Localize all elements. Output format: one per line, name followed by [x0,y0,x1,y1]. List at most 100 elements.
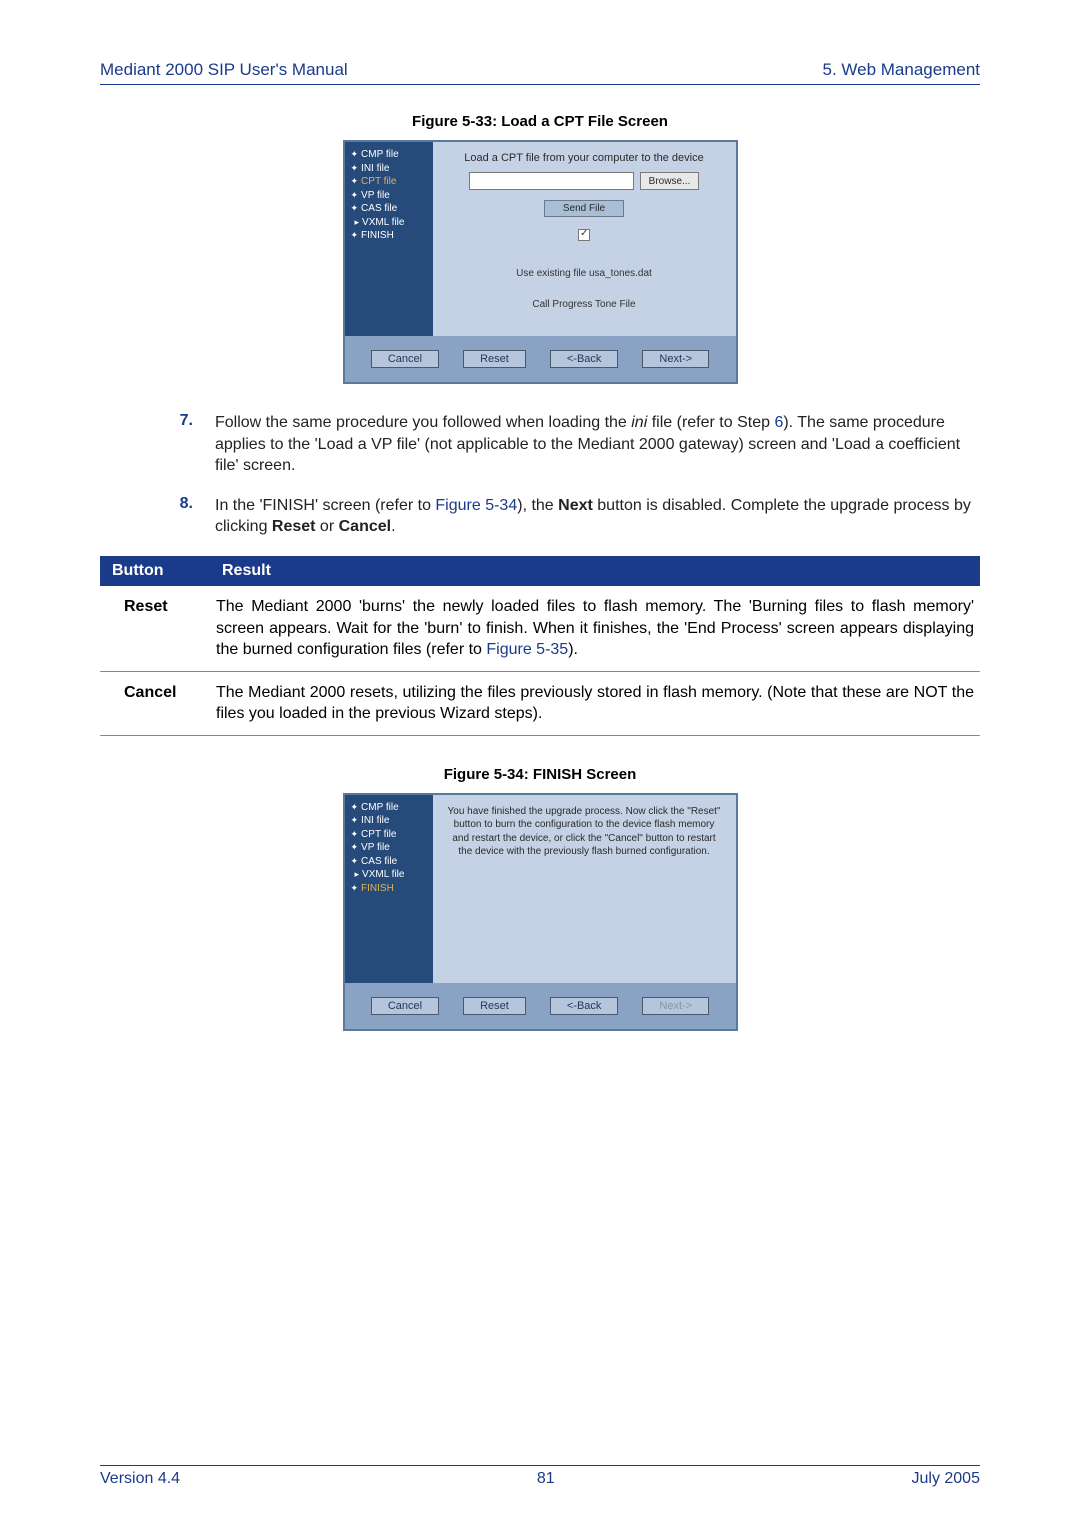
arrow-icon: ✦ [351,841,359,854]
step-item: 7. Follow the same procedure you followed… [175,412,980,477]
use-existing-label: Use existing file usa_tones.dat [443,268,726,279]
button-result-table: Button Result ResetThe Mediant 2000 'bur… [100,556,980,736]
text-span: Reset [272,518,316,535]
fig33-file-input[interactable] [469,172,634,190]
use-existing-checkbox[interactable] [578,229,590,241]
text-span: ini [631,414,647,431]
sidebar-item-label: CPT file [361,828,396,842]
fig33-screenshot: ✦CMP file✦INI file✦CPT file✦VP file✦CAS … [343,140,738,384]
arrow-icon: ▸ [355,216,360,229]
arrow-icon: ✦ [351,855,359,868]
sidebar-item[interactable]: ✦VP file [351,189,427,203]
arrow-icon: ✦ [351,801,359,814]
fig33-instruction: Load a CPT file from your computer to th… [443,152,726,164]
sidebar-item-label: VP file [361,841,390,855]
table-row: ResetThe Mediant 2000 'burns' the newly … [100,586,980,671]
th-button: Button [100,556,210,586]
sidebar-item[interactable]: ✦FINISH [351,229,427,243]
page-footer: Version 4.4 81 July 2005 [100,1465,980,1488]
step-number: 8. [175,495,193,538]
text-span: In the 'FINISH' screen (refer to [215,497,435,514]
sidebar-item-label: CPT file [361,175,396,189]
cancel-button[interactable]: Cancel [371,997,439,1015]
text-span: Next [558,497,593,514]
text-span: file (refer to Step [647,414,774,431]
send-file-button[interactable]: Send File [544,200,624,217]
sidebar-item[interactable]: ✦CPT file [351,175,427,189]
sidebar-item[interactable]: ✦VP file [351,841,427,855]
sidebar-item-label: CMP file [361,801,399,815]
sidebar-item[interactable]: ✦INI file [351,162,427,176]
step-item: 8. In the 'FINISH' screen (refer to Figur… [175,495,980,538]
page-header: Mediant 2000 SIP User's Manual 5. Web Ma… [100,60,980,85]
arrow-icon: ✦ [351,175,359,188]
sidebar-item[interactable]: ✦FINISH [351,882,427,896]
browse-button[interactable]: Browse... [640,172,700,190]
sidebar-item[interactable]: ✦CMP file [351,801,427,815]
sidebar-item-label: FINISH [361,882,394,896]
sidebar-item[interactable]: ✦CAS file [351,202,427,216]
sidebar-item[interactable]: ✦CAS file [351,855,427,869]
arrow-icon: ✦ [351,828,359,841]
step-body: In the 'FINISH' screen (refer to Figure … [215,495,980,538]
cross-ref-link: 6 [774,414,783,431]
cross-ref-link: Figure 5-34 [435,497,517,514]
text-span: Cancel [339,518,391,535]
arrow-icon: ✦ [351,229,359,242]
text-span: The Mediant 2000 resets, utilizing the f… [216,684,974,723]
sidebar-item-label: CAS file [361,202,397,216]
file-type-label: Call Progress Tone File [443,299,726,310]
steps-list: 7. Follow the same procedure you followed… [175,412,980,538]
text-span: or [315,518,338,535]
sidebar-item-label: INI file [361,162,389,176]
next-button[interactable]: Next-> [642,350,709,368]
text-span: . [391,518,395,535]
back-button[interactable]: <-Back [550,350,619,368]
fig33-caption: Figure 5-33: Load a CPT File Screen [100,113,980,130]
footer-left: Version 4.4 [100,1470,180,1488]
cancel-button[interactable]: Cancel [371,350,439,368]
fig33-main: Load a CPT file from your computer to th… [433,142,736,336]
reset-button[interactable]: Reset [463,350,526,368]
footer-center: 81 [537,1470,555,1488]
arrow-icon: ✦ [351,814,359,827]
sidebar-item-label: INI file [361,814,389,828]
step-number: 7. [175,412,193,477]
table-row: CancelThe Mediant 2000 resets, utilizing… [100,671,980,735]
text-span: ). [568,641,578,658]
sidebar-item[interactable]: ✦INI file [351,814,427,828]
sidebar-item-label: VXML file [362,216,404,230]
header-left: Mediant 2000 SIP User's Manual [100,60,348,80]
fig33-nav: Cancel Reset <-Back Next-> [345,336,736,382]
text-span: The Mediant 2000 'burns' the newly loade… [216,598,974,658]
sidebar-item[interactable]: ▸VXML file [351,868,427,882]
sidebar-item-label: VXML file [362,868,404,882]
footer-right: July 2005 [911,1470,980,1488]
sidebar-item[interactable]: ▸VXML file [351,216,427,230]
back-button[interactable]: <-Back [550,997,619,1015]
fig34-sidebar: ✦CMP file✦INI file✦CPT file✦VP file✦CAS … [345,795,433,983]
td-button: Cancel [100,671,210,735]
next-button-disabled: Next-> [642,997,709,1015]
fig34-body: You have finished the upgrade process. N… [433,795,736,983]
sidebar-item-label: CMP file [361,148,399,162]
sidebar-item[interactable]: ✦CMP file [351,148,427,162]
th-result: Result [210,556,980,586]
text-span: ), the [517,497,558,514]
cross-ref-link: Figure 5-35 [486,641,568,658]
arrow-icon: ✦ [351,882,359,895]
fig34-screenshot: ✦CMP file✦INI file✦CPT file✦VP file✦CAS … [343,793,738,1031]
arrow-icon: ✦ [351,189,359,202]
arrow-icon: ✦ [351,148,359,161]
header-right: 5. Web Management [823,60,981,80]
fig34-caption: Figure 5-34: FINISH Screen [100,766,980,783]
reset-button[interactable]: Reset [463,997,526,1015]
td-button: Reset [100,586,210,671]
fig34-nav: Cancel Reset <-Back Next-> [345,983,736,1029]
sidebar-item[interactable]: ✦CPT file [351,828,427,842]
text-span: Follow the same procedure you followed w… [215,414,631,431]
fig33-sidebar: ✦CMP file✦INI file✦CPT file✦VP file✦CAS … [345,142,433,336]
td-result: The Mediant 2000 'burns' the newly loade… [210,586,980,671]
arrow-icon: ✦ [351,162,359,175]
arrow-icon: ▸ [355,868,360,881]
